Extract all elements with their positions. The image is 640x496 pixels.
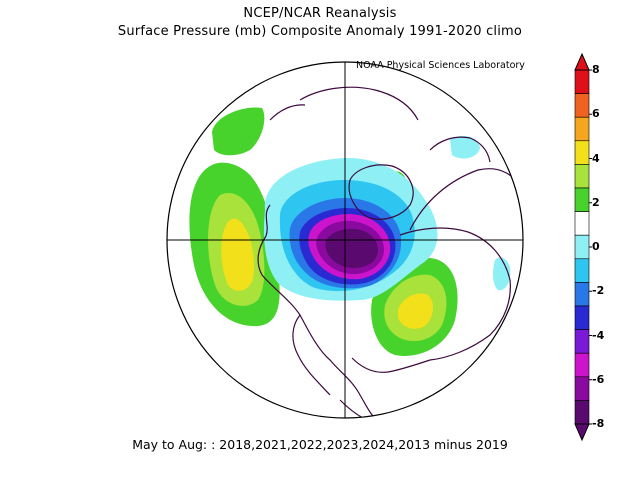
map-boundary — [166, 61, 524, 419]
positive-anomaly-north — [212, 107, 265, 156]
colorbar-tick-label: -6 — [592, 372, 605, 386]
colorbar-segment — [574, 69, 590, 94]
colorbar-top-arrow — [574, 52, 590, 71]
colorbar-segment — [574, 352, 590, 378]
colorbar-tick-label: 0 — [592, 240, 600, 253]
credit-label: NOAA Physical Sciences Laboratory — [356, 60, 525, 71]
colorbar-segment — [574, 282, 590, 307]
chart-subtitle: Surface Pressure (mb) Composite Anomaly … — [117, 24, 523, 39]
anomaly-field — [189, 107, 511, 356]
footer-caption: May to Aug: : 2018,2021,2022,2023,2024,2… — [132, 437, 508, 452]
colorbar-tick-label: 8 — [592, 63, 600, 76]
colorbar-segment — [574, 305, 590, 330]
colorbar-segment — [574, 376, 590, 401]
negative-anomaly-core — [325, 228, 378, 268]
colorbar-segment — [574, 234, 590, 260]
colorbar-segment — [574, 93, 590, 118]
colorbar-segment — [574, 140, 590, 165]
colorbar-tick-label: 4 — [592, 151, 600, 165]
colorbar-bottom-arrow — [574, 423, 590, 442]
colorbar-segment — [574, 116, 590, 142]
colorbar-segment — [574, 258, 590, 283]
colorbar-tick-label: 6 — [592, 107, 600, 121]
colorbar-segment — [574, 164, 590, 189]
colorbar-segment — [574, 400, 590, 425]
chart-title: NCEP/NCAR Reanalysis — [243, 6, 397, 21]
colorbar-tick-label: -8 — [592, 417, 605, 430]
colorbar-tick-label: 2 — [592, 195, 600, 209]
colorbar-segment — [574, 329, 590, 354]
colorbar-segment — [574, 211, 590, 236]
colorbar-segment — [574, 187, 590, 212]
colorbar-tick-label: -2 — [592, 284, 605, 298]
colorbar-tick-label: -4 — [592, 328, 605, 342]
